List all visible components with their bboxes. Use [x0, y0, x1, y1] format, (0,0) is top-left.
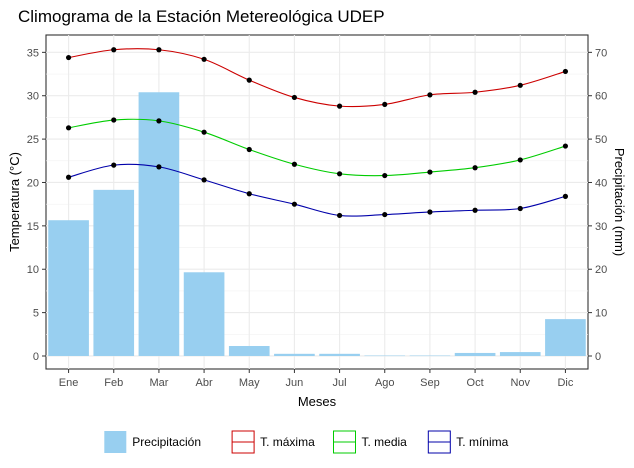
series-point — [111, 47, 117, 53]
series-point — [517, 205, 523, 212]
y-tick-label-right: 10 — [595, 308, 607, 320]
series-point — [517, 157, 523, 163]
series-point — [382, 211, 388, 218]
y-tick-label-right: 50 — [595, 134, 607, 146]
temperature-lines — [68, 48, 566, 217]
y-tick-label-right: 20 — [595, 264, 607, 276]
precipitation-bar — [48, 220, 89, 356]
series-point — [65, 125, 72, 131]
series-line — [68, 118, 566, 177]
series-point — [246, 146, 252, 153]
series-point — [156, 47, 162, 53]
series-point — [336, 103, 343, 109]
y-tick-label-left: 15 — [27, 221, 39, 233]
x-tick-label: Sep — [420, 377, 440, 389]
series-point — [65, 174, 72, 180]
x-tick-label: Ene — [59, 377, 79, 389]
precipitation-bar — [228, 346, 270, 356]
legend-label: T. media — [362, 435, 408, 449]
precipitation-bar — [274, 353, 315, 356]
series-line — [68, 48, 566, 108]
series-point — [111, 117, 117, 123]
y-tick-label-left: 5 — [33, 308, 39, 320]
series-point — [291, 161, 298, 167]
grid-lines — [46, 35, 588, 369]
series-line — [68, 163, 566, 217]
series-point — [246, 191, 252, 197]
x-tick-label: Mar — [149, 377, 168, 389]
series-point — [427, 169, 433, 175]
series-point — [427, 209, 433, 215]
x-axis-title: Meses — [298, 394, 337, 409]
series-point — [291, 94, 298, 101]
series-point — [382, 172, 388, 179]
series-point — [472, 89, 478, 95]
series-point — [472, 165, 478, 171]
precipitation-bar — [454, 352, 496, 356]
precipitation-bar — [319, 353, 360, 356]
temperature-points — [65, 47, 569, 219]
series-point — [156, 118, 162, 124]
precipitation-bar — [138, 92, 180, 356]
series-point — [562, 68, 569, 75]
y-tick-label-left: 35 — [27, 47, 39, 59]
series-point — [562, 143, 569, 149]
chart-title: Climograma de la Estación Metereológica … — [18, 7, 385, 26]
legend: Precipitación T. máxima T. media T. mínima — [104, 430, 509, 454]
series-point — [382, 101, 388, 108]
axes-ticks: 0 5 10 15 20 25 30 35 0 10 20 30 40 50 60 70 Ene Feb Mar Ab… — [27, 47, 608, 389]
x-tick-label: Abr — [196, 377, 213, 389]
precipitation-bars — [48, 92, 586, 357]
precipitation-bar — [364, 355, 406, 357]
y-tick-label-right: 40 — [595, 177, 607, 189]
legend-label: Precipitación — [132, 435, 201, 449]
y-tick-label-left: 0 — [33, 351, 39, 363]
x-tick-label: Feb — [104, 377, 123, 389]
y-axis-title-left: Temperatura (°C) — [7, 152, 22, 252]
precipitation-bar — [545, 319, 586, 356]
series-point — [201, 177, 207, 183]
precipitation-bar — [183, 272, 225, 356]
series-point — [65, 54, 72, 61]
y-axis-title-right: Precipitación (mm) — [612, 148, 627, 256]
precipitation-bar — [409, 355, 451, 357]
y-tick-label-right: 70 — [595, 47, 607, 59]
series-point — [156, 164, 162, 170]
y-tick-label-left: 30 — [27, 91, 39, 103]
y-tick-label-right: 60 — [595, 91, 607, 103]
y-tick-label-left: 25 — [27, 134, 39, 146]
legend-label: T. máxima — [260, 435, 315, 449]
series-point — [336, 212, 343, 219]
series-point — [291, 201, 298, 207]
x-tick-label: Jun — [286, 377, 304, 389]
series-point — [201, 56, 207, 62]
series-point — [472, 207, 478, 213]
series-point — [427, 92, 433, 98]
x-tick-label: May — [239, 377, 260, 389]
series-point — [517, 82, 523, 88]
y-tick-label-left: 10 — [27, 264, 39, 276]
series-point — [562, 193, 569, 199]
x-tick-label: Dic — [557, 377, 573, 389]
x-tick-label: Ago — [375, 377, 395, 389]
series-point — [336, 171, 343, 177]
y-tick-label-right: 30 — [595, 221, 607, 233]
precipitation-bar — [93, 189, 135, 356]
x-tick-label: Nov — [510, 377, 530, 389]
legend-key-precipitation — [104, 431, 127, 453]
y-tick-label-left: 20 — [27, 177, 39, 189]
x-tick-label: Oct — [467, 377, 484, 389]
series-point — [201, 129, 207, 135]
x-tick-label: Jul — [333, 377, 347, 389]
legend-label: T. mínima — [456, 435, 508, 449]
y-tick-label-right: 0 — [595, 351, 601, 363]
series-point — [246, 77, 252, 83]
precipitation-bar — [499, 352, 541, 356]
series-point — [111, 162, 117, 168]
plot-panel — [45, 34, 589, 370]
